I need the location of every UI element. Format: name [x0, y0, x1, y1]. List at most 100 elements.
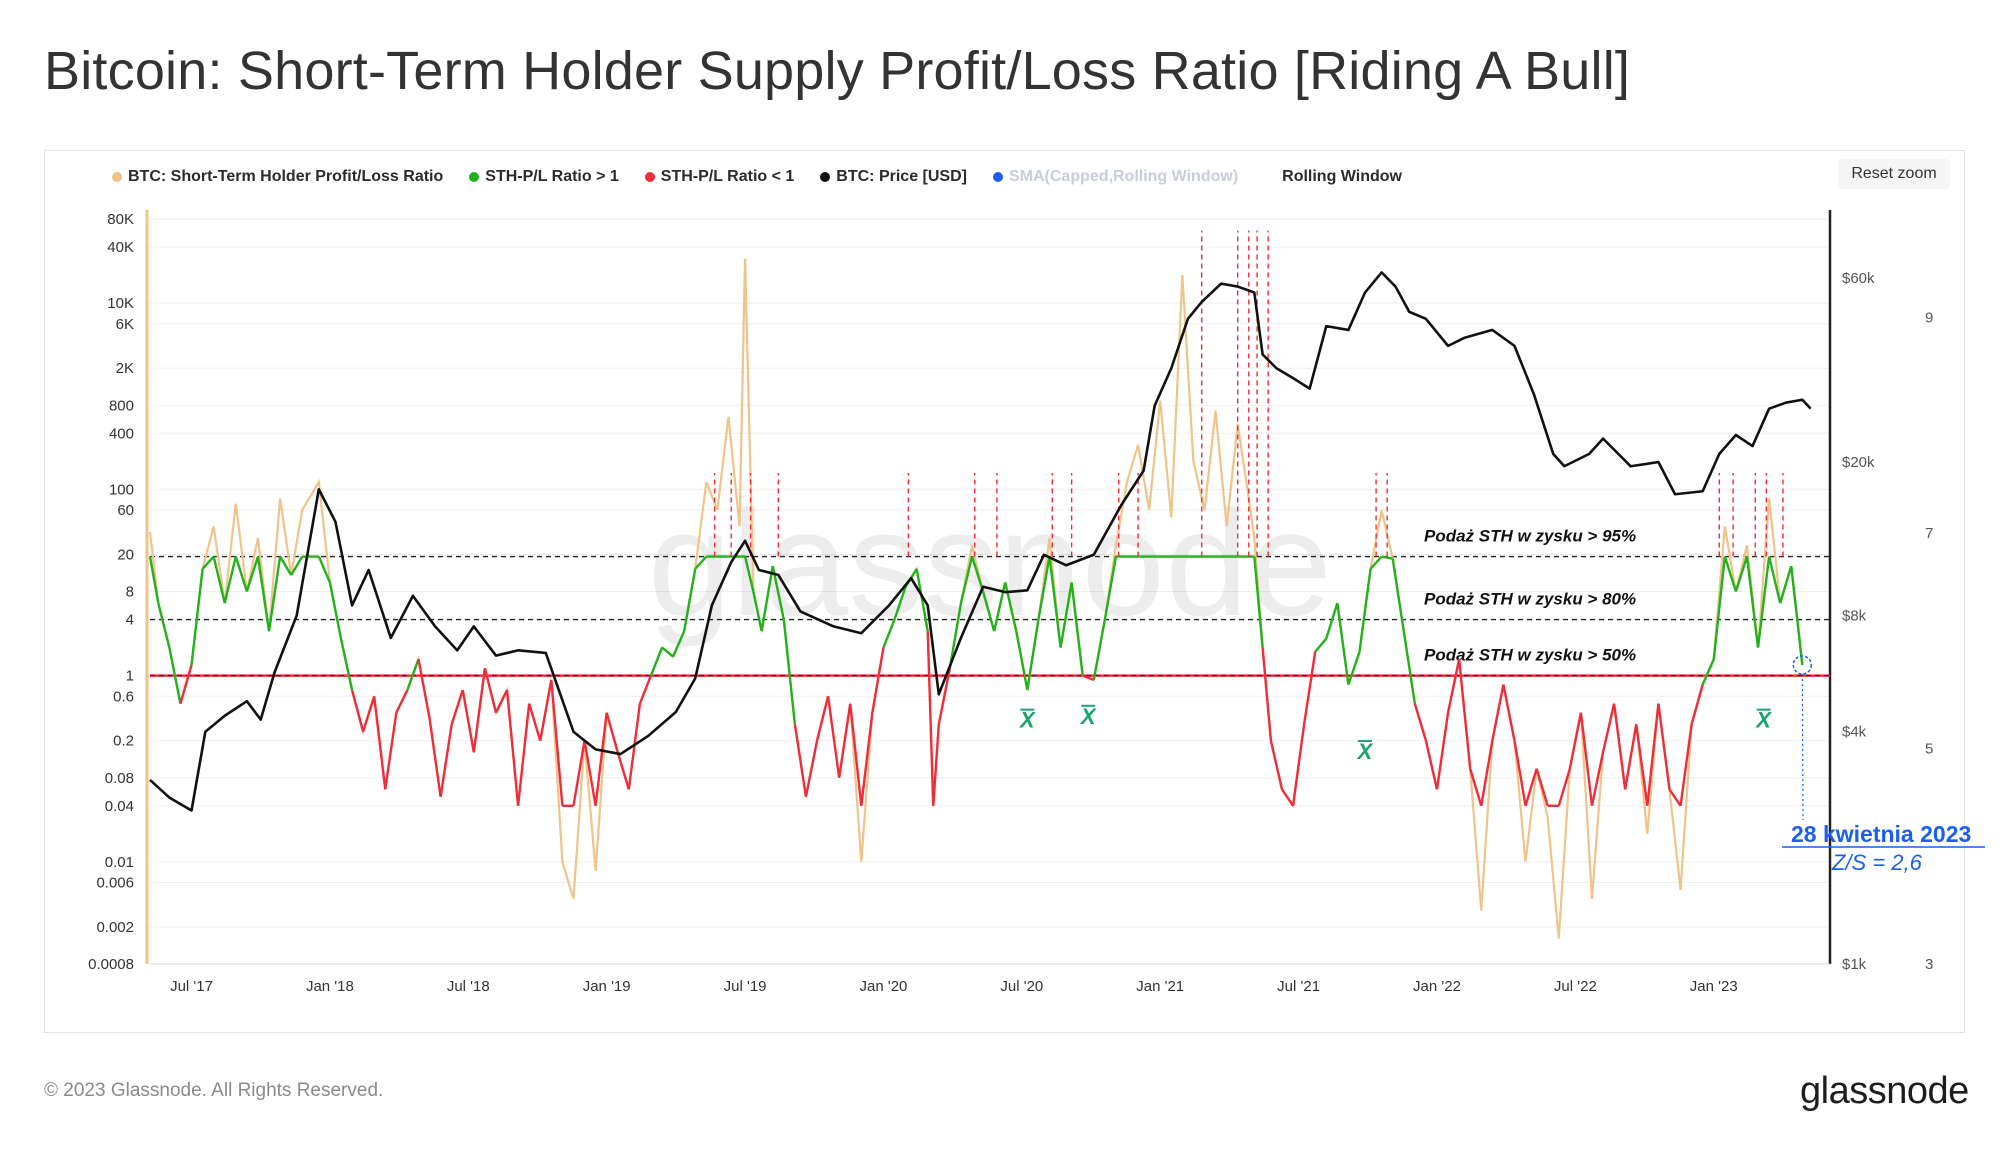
ratio-segment [406, 658, 420, 691]
ratio-segment [328, 582, 343, 639]
ratio-segment [1358, 568, 1372, 652]
ratio-segment [1424, 740, 1439, 790]
footer-copyright: © 2023 Glassnode. All Rights Reserved. [44, 1080, 384, 1101]
ratio-segment [605, 712, 619, 753]
ratio-segment [671, 630, 686, 658]
price-tick-label: $20k [1842, 454, 1875, 471]
xbar-marker: X [1754, 708, 1772, 733]
ratio-segment [760, 565, 774, 632]
ratio-segment [661, 646, 674, 658]
y-tick-label: 400 [109, 425, 134, 442]
x-tick-label: Jan '20 [859, 978, 907, 995]
ratio-segment [793, 724, 808, 797]
ratio-segment [849, 703, 863, 806]
ratio-segment [1491, 684, 1505, 741]
y-tick-label: 80K [107, 211, 134, 228]
legend-item-ratio-below-1[interactable]: STH-P/L Ratio < 1 [644, 168, 795, 186]
ratio-segment [1381, 555, 1393, 560]
ratio-segment [201, 555, 215, 570]
y-tick-label: 800 [109, 397, 134, 414]
ratio-segment [483, 667, 498, 713]
ratio-segment [981, 591, 996, 632]
x-tick-label: Jan '23 [1690, 978, 1738, 995]
annotation-leader [1801, 673, 1804, 821]
ratio-segment [417, 658, 431, 719]
ratio-segment [1690, 684, 1704, 725]
ratio-segment [1779, 565, 1793, 604]
ratio-segment [1635, 724, 1649, 806]
ratio-segment [638, 675, 653, 705]
ratio-segment [893, 586, 907, 620]
ratio-segment [234, 556, 249, 592]
ratio-segment [1413, 703, 1428, 742]
threshold-label: Podaż STH w zysku > 50% [1424, 646, 1636, 665]
ratio-segment [572, 740, 586, 806]
ratio-segment [1624, 724, 1638, 790]
y-tick-label: 4 [126, 612, 134, 629]
x-tick-label: Jan '18 [306, 978, 354, 995]
ratio-segment [461, 689, 476, 753]
x-tick-label: Jul '18 [447, 978, 490, 995]
y-tick-label: 1 [126, 668, 134, 685]
ratio-segment [439, 724, 453, 797]
ratio-segment [1745, 556, 1760, 648]
threshold-label: Podaż STH w zysku > 80% [1424, 590, 1636, 609]
ratio-segment [1037, 556, 1051, 620]
y-tick-label: 0.01 [105, 854, 134, 871]
ratio-segment [279, 555, 293, 576]
ratio-segment [1524, 768, 1538, 807]
ratio-segment [1082, 674, 1095, 681]
ratio-segment [450, 689, 464, 725]
legend-item-sth-ratio[interactable]: BTC: Short-Term Holder Profit/Loss Ratio [112, 168, 443, 186]
score-tick-label: 3 [1925, 956, 1933, 973]
ratio-segment [1668, 788, 1682, 807]
ratio-segment [267, 556, 282, 632]
annotation-value: Z/S = 2,6 [1831, 850, 1923, 875]
ratio-segment [395, 689, 409, 714]
legend-label: STH-P/L Ratio < 1 [660, 168, 795, 185]
reset-zoom-button[interactable]: Reset zoom [1838, 159, 1950, 189]
price-tick-label: $4k [1842, 724, 1867, 741]
ratio-segment [948, 602, 963, 669]
ratio-segment [1756, 556, 1771, 648]
ratio-segment [505, 689, 520, 806]
ratio-segment [317, 556, 332, 583]
ratio-segment [804, 740, 819, 797]
legend-label: BTC: Price [USD] [836, 168, 967, 185]
ratio-segment [494, 689, 509, 714]
x-tick-label: Jul '20 [1000, 978, 1043, 995]
legend-label: STH-P/L Ratio > 1 [485, 168, 619, 185]
ratio-segment [1612, 703, 1627, 790]
ratio-segment [682, 568, 697, 632]
ratio-segment [860, 712, 874, 806]
ratio-segment [1261, 647, 1273, 741]
x-tick-label: Jul '17 [170, 978, 213, 995]
ratio-segment [1092, 619, 1107, 681]
ratio-segment [1048, 556, 1062, 648]
ratio-segment [1402, 630, 1417, 704]
legend-label: SMA(Capped,Rolling Window) [1008, 168, 1239, 185]
ratio-segment [1767, 556, 1782, 604]
legend-item-ratio-above-1[interactable]: STH-P/L Ratio > 1 [469, 168, 619, 186]
ratio-segment [1469, 768, 1483, 807]
ratio-segment [743, 556, 755, 592]
legend-item-rolling-window[interactable]: Rolling Window [1282, 168, 1402, 186]
ratio-segment [1336, 602, 1350, 685]
x-tick-label: Jan '22 [1413, 978, 1461, 995]
ratio-segment [339, 638, 354, 691]
ratio-segment [871, 647, 885, 713]
legend-item-price[interactable]: BTC: Price [USD] [820, 168, 967, 186]
ratio-segment [1070, 582, 1084, 676]
legend-item-sma[interactable]: SMA(Capped,Rolling Window) [992, 168, 1239, 186]
ratio-segment [1657, 703, 1671, 790]
ratio-segment [616, 751, 630, 790]
y-tick-label: 100 [109, 481, 134, 498]
ratio-segment [1253, 556, 1264, 648]
ratio-segment [212, 556, 226, 604]
ratio-segment [1314, 637, 1328, 653]
ratio-segment [550, 679, 564, 806]
ratio-segment [837, 703, 852, 778]
ratio-segment [190, 568, 204, 666]
ratio-segment [649, 647, 664, 677]
